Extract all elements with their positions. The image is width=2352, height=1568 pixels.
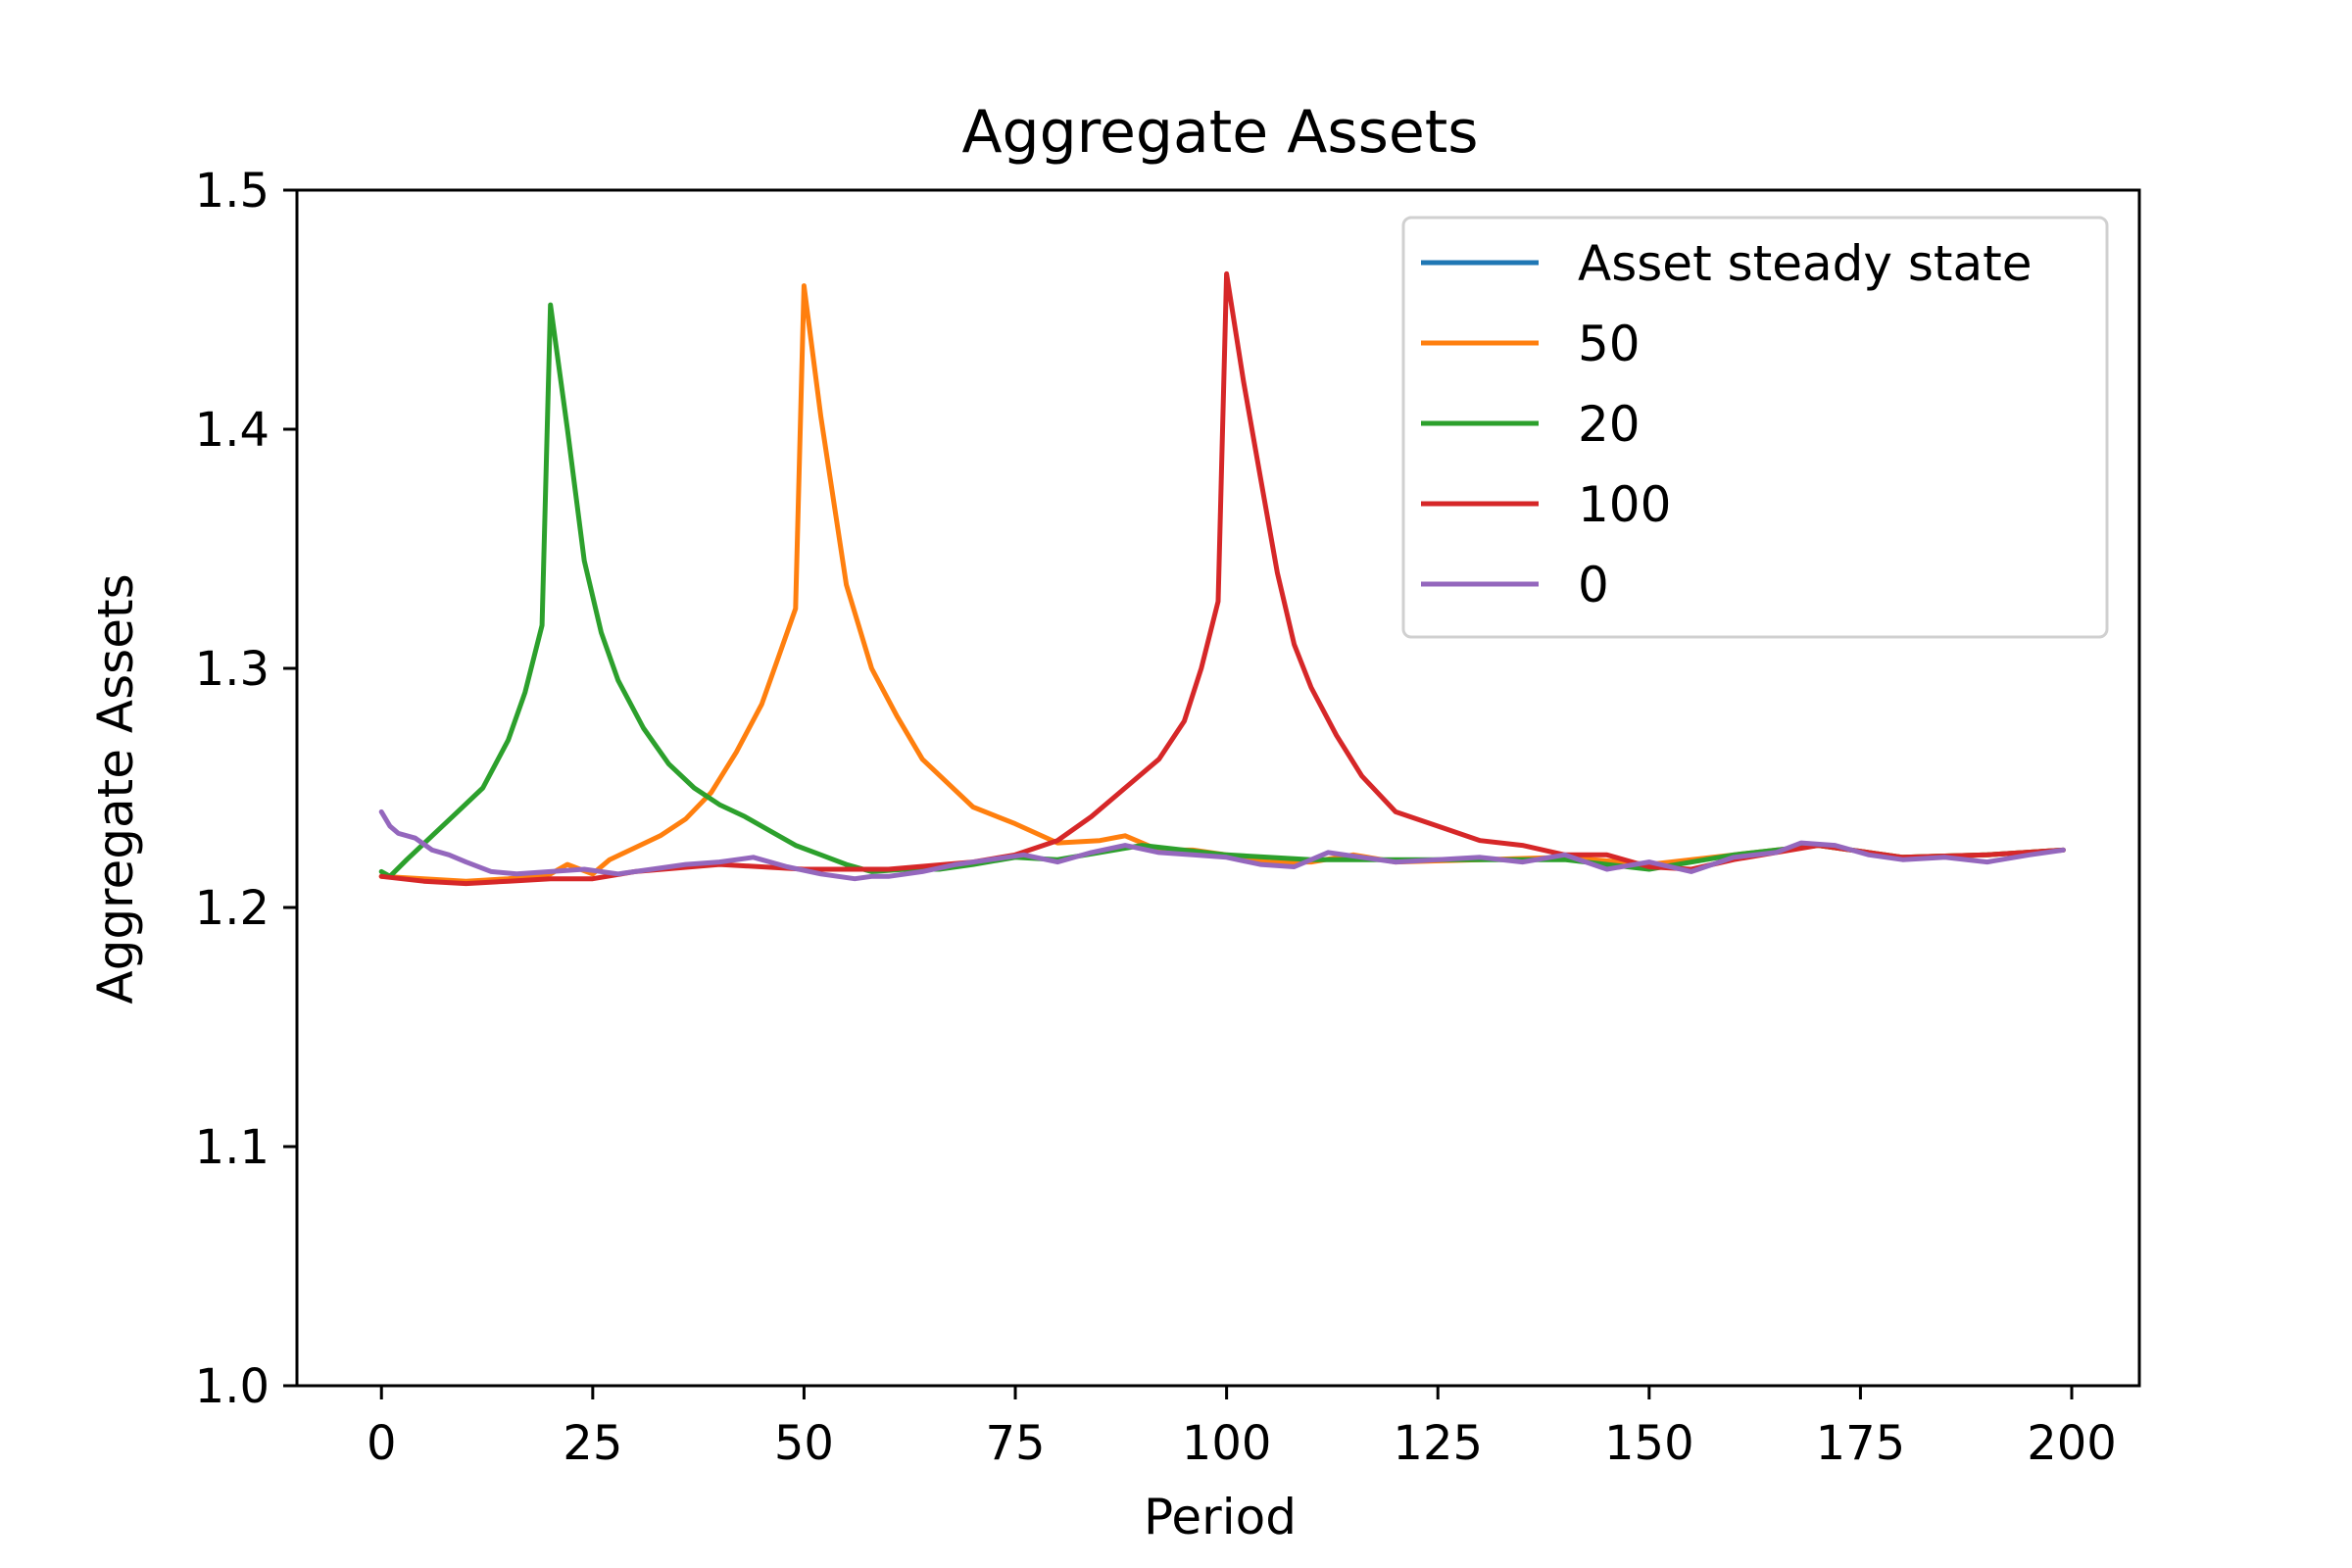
y-tick-label: 1.5 xyxy=(195,164,270,219)
legend-label-3: 100 xyxy=(1578,476,1671,533)
legend-box xyxy=(1401,216,2109,639)
y-axis-label: Aggregate Assets xyxy=(87,573,144,1004)
legend-label-2: 20 xyxy=(1578,396,1641,453)
x-tick-label: 25 xyxy=(563,1416,622,1471)
legend-label-4: 0 xyxy=(1578,557,1609,613)
x-tick-label: 50 xyxy=(774,1416,834,1471)
x-tick-label: 175 xyxy=(1816,1416,1906,1471)
y-tick-label: 1.2 xyxy=(195,881,270,936)
y-tick-label: 1.0 xyxy=(195,1359,270,1414)
x-tick-label: 100 xyxy=(1182,1416,1272,1471)
chart-title: Aggregate Assets xyxy=(961,98,1478,167)
x-axis-label: Period xyxy=(1144,1489,1297,1545)
legend-label-0: Asset steady state xyxy=(1578,235,2033,292)
x-tick-label: 125 xyxy=(1393,1416,1483,1471)
x-tick-label: 0 xyxy=(367,1416,397,1471)
series-line-4 xyxy=(378,808,2066,882)
legend-label-1: 50 xyxy=(1578,316,1641,372)
y-tick-label: 1.1 xyxy=(195,1120,270,1175)
y-tick-label: 1.4 xyxy=(195,403,270,458)
plot-area xyxy=(378,270,2066,887)
plot-frame xyxy=(295,188,2141,1388)
x-tick-label: 150 xyxy=(1604,1416,1694,1471)
x-tick-label: 75 xyxy=(985,1416,1045,1471)
x-tick-label: 200 xyxy=(2027,1416,2117,1471)
y-tick-label: 1.3 xyxy=(195,642,270,697)
legend: Asset steady state 50 20 100 0 xyxy=(1401,216,2109,639)
